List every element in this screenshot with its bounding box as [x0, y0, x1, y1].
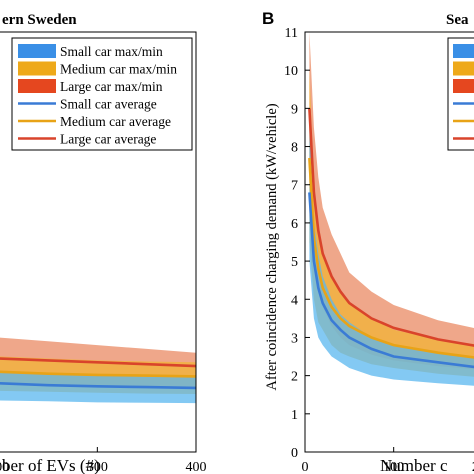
right-y-tick-label: 1 — [291, 408, 298, 423]
right-axis-ticks: 0 100 200 0 1 2 3 4 5 6 7 8 9 10 11 — [284, 26, 474, 474]
right-axes-frame — [304, 31, 474, 453]
left-small-car-average-line — [0, 382, 197, 390]
right-y-tick-label: 0 — [291, 446, 298, 461]
left-x-ticks: 200 300 400 — [0, 447, 207, 474]
right-x-tick-label: 100 — [383, 460, 404, 474]
panel-letter: B — [262, 9, 274, 28]
left-panel: 200 300 400 ern Sweden ber of EVs (#) Smal… — [0, 12, 207, 474]
right-x-axis-label: Number c — [380, 456, 448, 474]
right-y-tick-label: 5 — [291, 255, 298, 270]
right-plot-area — [308, 32, 474, 386]
left-x-tick-label: 400 — [186, 460, 207, 474]
right-panel: 0 100 200 0 1 2 3 4 5 6 7 8 9 10 11 B Sea After coinci… — [262, 9, 474, 474]
legend-swatch-band — [18, 79, 56, 93]
right-y-tick-label: 8 — [291, 141, 298, 156]
right-y-tick-label: 10 — [284, 64, 298, 79]
left-plot-area — [0, 337, 197, 404]
right-medium-car-average-line — [308, 157, 474, 359]
right-legend-swatch-band — [453, 79, 474, 93]
left-x-tick-label: 200 — [0, 460, 9, 474]
right-y-tick-label: 4 — [291, 293, 298, 308]
legend-entry-label: Medium car max/min — [60, 62, 177, 77]
right-y-tick-label: 2 — [291, 370, 298, 385]
right-legend-swatch-band — [453, 44, 474, 58]
right-small-car-band — [309, 127, 474, 386]
left-x-axis-label: ber of EVs (#) — [2, 456, 100, 474]
right-x-tick-label: 0 — [302, 460, 309, 474]
right-large-car-average-line — [308, 108, 474, 347]
right-large-car-band — [309, 32, 474, 370]
legend-entry-label: Medium car average — [60, 114, 171, 129]
right-y-tick-label: 11 — [285, 26, 298, 41]
right-y-tick-label: 3 — [291, 331, 298, 346]
left-axes-frame — [0, 31, 197, 453]
left-x-tick-label: 300 — [87, 460, 108, 474]
right-x-tick-label: 200 — [472, 460, 474, 474]
right-y-axis-label: After coincidence charging demand (kW/ve… — [264, 103, 280, 390]
legend-entry-label: Small car max/min — [60, 44, 163, 59]
right-small-car-average-line — [308, 192, 474, 369]
right-legend-swatch-band — [453, 61, 474, 76]
legend-entry-label: Large car average — [60, 132, 156, 147]
left-panel-title: ern Sweden — [2, 12, 77, 28]
legend: Small car max/min Medium car max/min Large… — [11, 37, 193, 151]
right-medium-car-band — [309, 70, 474, 377]
right-y-tick-label: 6 — [291, 217, 298, 232]
left-medium-car-average-line — [0, 370, 197, 378]
legend-entry-label: Small car average — [60, 97, 157, 112]
legend-entry-label: Large car max/min — [60, 79, 163, 94]
right-y-tick-label: 7 — [291, 179, 298, 194]
right-y-tick-label: 9 — [291, 102, 298, 117]
left-large-car-average-line — [0, 357, 197, 368]
right-panel-title: Sea — [446, 12, 469, 28]
right-legend-cropped — [447, 37, 474, 151]
legend-swatch-band — [18, 44, 56, 58]
legend-swatch-band — [18, 61, 56, 76]
